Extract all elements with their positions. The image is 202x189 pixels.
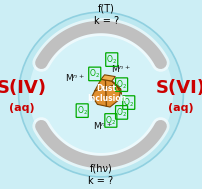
- Polygon shape: [101, 75, 115, 81]
- Text: S(IV): S(IV): [0, 79, 46, 97]
- Text: S(VI): S(VI): [156, 79, 202, 97]
- Text: O$_2$: O$_2$: [105, 114, 116, 127]
- Text: M$^{n+}$: M$^{n+}$: [93, 120, 113, 132]
- Text: O$_2$: O$_2$: [77, 104, 88, 117]
- Text: O$_2$: O$_2$: [116, 78, 127, 91]
- Polygon shape: [92, 79, 121, 107]
- Text: f(T): f(T): [98, 3, 115, 13]
- Text: O$_2$: O$_2$: [89, 68, 100, 80]
- Text: k = ?: k = ?: [88, 176, 114, 186]
- Polygon shape: [112, 81, 122, 94]
- Text: f(hν): f(hν): [90, 163, 112, 174]
- Circle shape: [19, 12, 183, 177]
- Circle shape: [29, 22, 173, 167]
- Text: (aq): (aq): [8, 103, 34, 113]
- Text: Dust
Inclusion: Dust Inclusion: [87, 84, 126, 103]
- Text: O$_2$: O$_2$: [106, 53, 117, 66]
- Text: O$_2$: O$_2$: [123, 96, 134, 109]
- Text: M$^{n+}$: M$^{n+}$: [65, 73, 85, 84]
- Text: O$_2$: O$_2$: [116, 106, 127, 119]
- Text: k = ?: k = ?: [94, 15, 119, 26]
- Text: M$^{n+}$: M$^{n+}$: [111, 64, 130, 75]
- Text: (aq): (aq): [168, 103, 194, 113]
